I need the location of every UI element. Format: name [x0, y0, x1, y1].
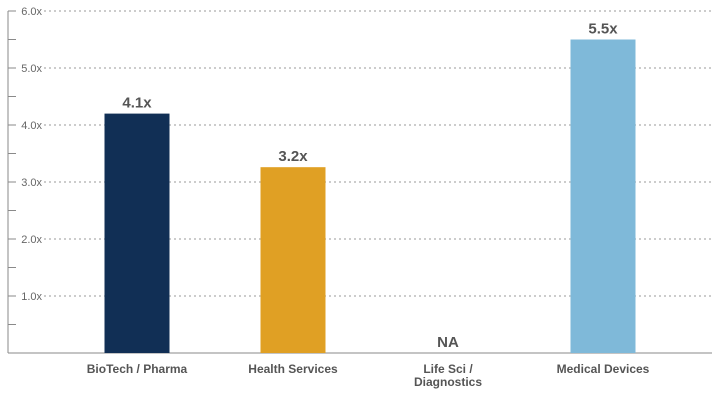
- data-label: NA: [437, 334, 459, 351]
- x-category-label: Life Sci / Diagnostics: [414, 362, 482, 389]
- x-category-label-line: BioTech / Pharma: [87, 362, 188, 376]
- y-tick-label: 4.0x: [21, 120, 42, 132]
- x-category-label: Medical Devices: [557, 362, 650, 376]
- data-label: 3.2x: [278, 148, 308, 165]
- y-tick-label: 1.0x: [21, 291, 42, 303]
- y-tick-label: 6.0x: [21, 6, 42, 18]
- bar: [104, 113, 170, 353]
- y-tick-label: 2.0x: [21, 234, 42, 246]
- x-category-label-line: Health Services: [248, 362, 338, 376]
- x-category-label-line: Diagnostics: [414, 375, 482, 389]
- x-category-label-line: Life Sci /: [423, 362, 473, 376]
- data-label: 5.5x: [588, 21, 618, 38]
- bar: [570, 39, 636, 353]
- x-category-label-line: Medical Devices: [557, 362, 650, 376]
- y-tick-label: 5.0x: [21, 63, 42, 75]
- x-category-label: Health Services: [248, 362, 338, 376]
- data-label: 4.1x: [122, 95, 152, 112]
- x-category-label: BioTech / Pharma: [87, 362, 188, 376]
- labels: 1.0x 2.0x 3.0x 4.0x 5.0x 6.0x 4.1x BioTech / Ph…: [21, 6, 649, 389]
- bar: [260, 167, 326, 353]
- bars: [104, 39, 636, 353]
- y-tick-label: 3.0x: [21, 177, 42, 189]
